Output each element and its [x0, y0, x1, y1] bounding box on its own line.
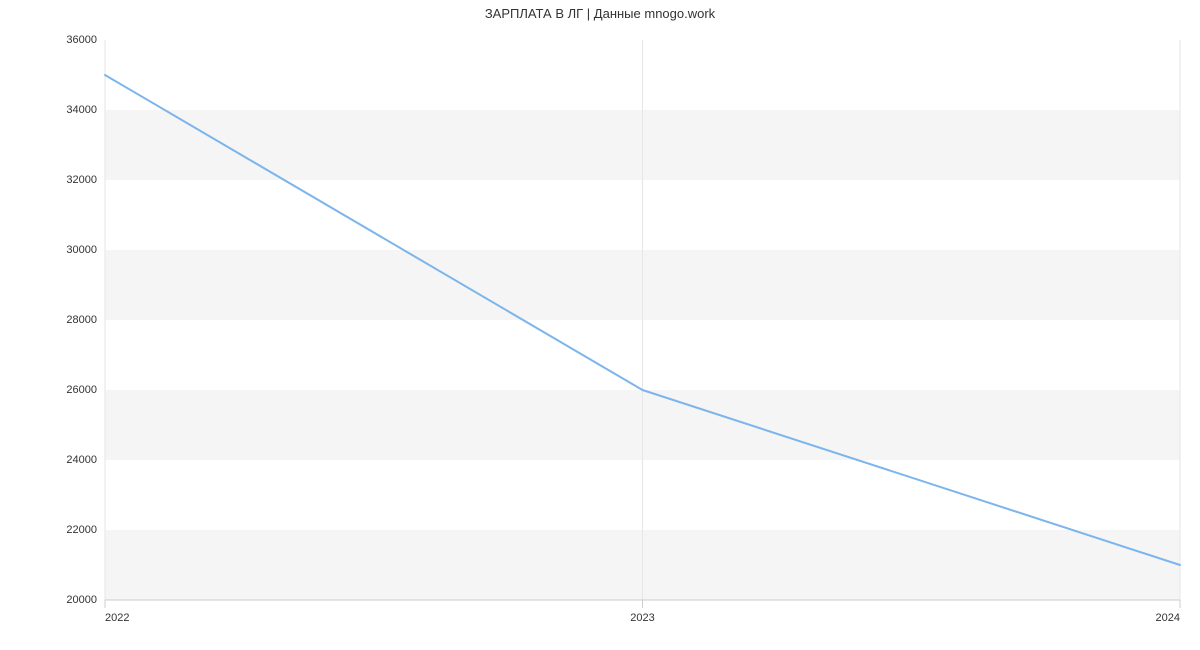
y-tick-label: 22000 [0, 524, 97, 536]
y-tick-label: 20000 [0, 594, 97, 606]
x-tick-label: 2024 [1140, 612, 1180, 624]
y-tick-label: 26000 [0, 384, 97, 396]
chart-title: ЗАРПЛАТА В ЛГ | Данные mnogo.work [0, 6, 1200, 21]
line-chart [105, 40, 1180, 600]
x-tick-label: 2022 [105, 612, 145, 624]
y-tick-label: 32000 [0, 174, 97, 186]
y-tick-label: 34000 [0, 104, 97, 116]
y-tick-label: 30000 [0, 244, 97, 256]
chart-svg [105, 40, 1180, 620]
x-tick-label: 2023 [623, 612, 663, 624]
y-tick-label: 24000 [0, 454, 97, 466]
y-tick-label: 28000 [0, 314, 97, 326]
y-tick-label: 36000 [0, 34, 97, 46]
